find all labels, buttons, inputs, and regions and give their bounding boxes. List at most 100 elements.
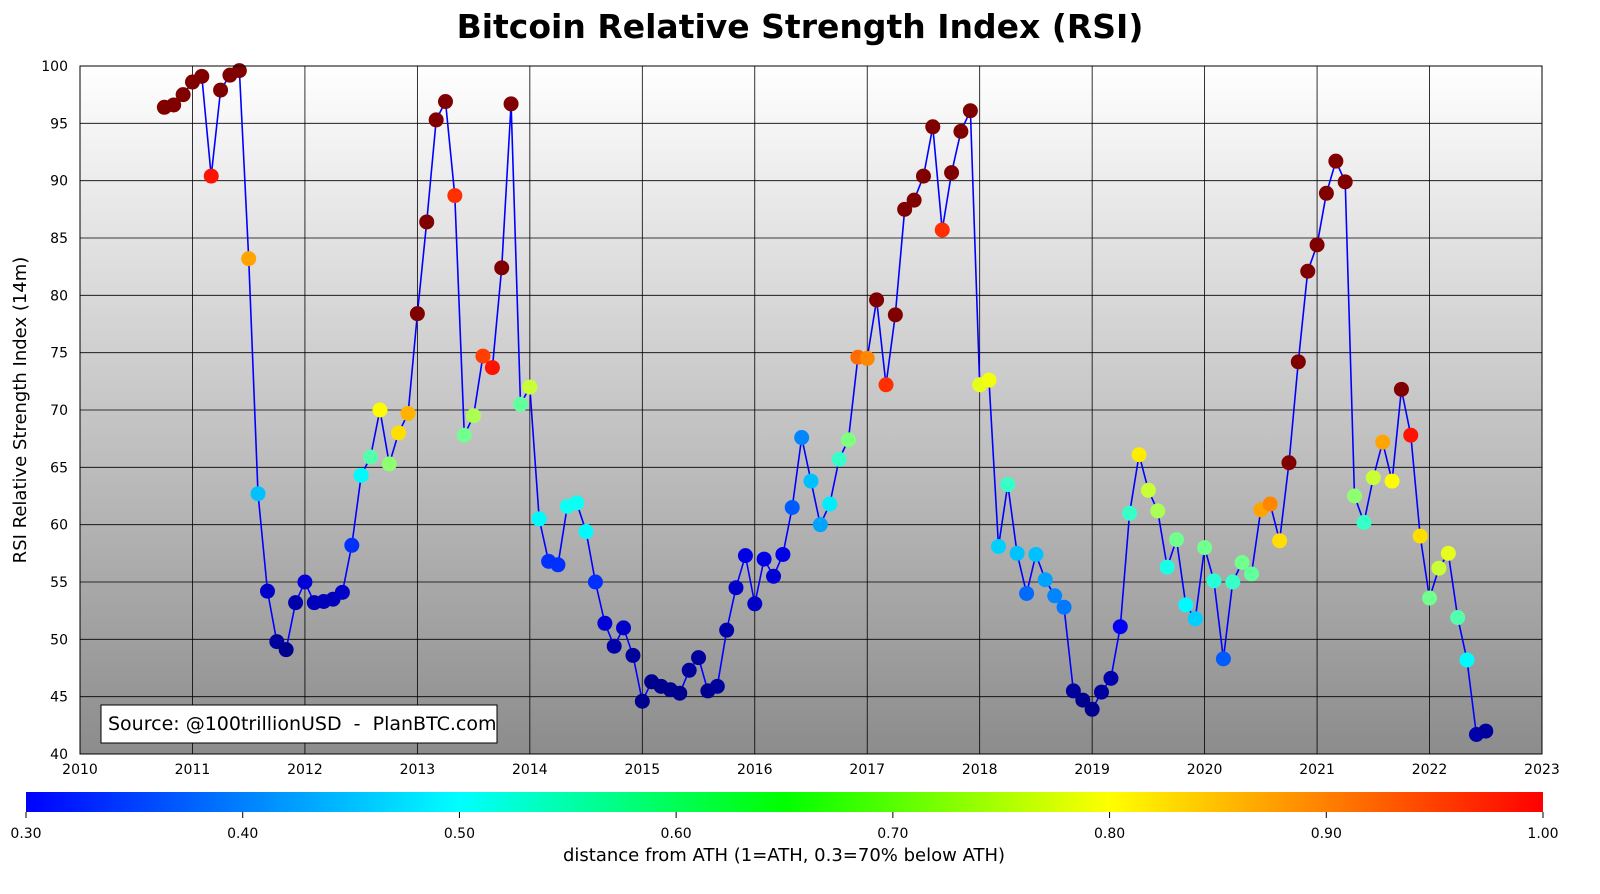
data-point [597, 615, 613, 631]
data-point [1328, 153, 1344, 169]
data-point [278, 642, 294, 658]
data-point [1337, 174, 1353, 190]
data-point [944, 165, 960, 181]
data-point [550, 557, 566, 573]
x-tick-label: 2020 [1187, 762, 1223, 778]
x-axis-ticks: 2010 2011 2012 2013 2014 2015 2016 2017 2018 2019… [62, 762, 1560, 778]
data-point [438, 94, 453, 110]
data-point [1037, 572, 1053, 588]
data-point [391, 425, 407, 441]
data-point [1403, 427, 1419, 443]
data-point [1393, 381, 1409, 397]
data-point [1028, 546, 1044, 562]
data-point [784, 499, 800, 515]
data-point [362, 449, 378, 465]
data-point [681, 662, 697, 678]
y-tick-label: 55 [50, 575, 68, 591]
data-point [231, 63, 247, 79]
data-point [1112, 619, 1128, 635]
data-point [803, 473, 819, 489]
y-axis-ticks: 40 45 50 55 60 65 70 75 80 85 90 95 100 [41, 59, 68, 763]
data-point [859, 350, 875, 366]
data-point [1459, 652, 1475, 668]
y-tick-label: 60 [50, 518, 68, 534]
data-point [1065, 683, 1081, 699]
data-point [175, 87, 191, 103]
data-point [288, 595, 304, 611]
data-point [1103, 670, 1119, 686]
data-point [747, 596, 763, 612]
data-point [719, 622, 735, 638]
data-point [906, 192, 922, 208]
data-point [981, 372, 997, 388]
data-point [672, 685, 688, 701]
source-annotation: Source: @100trillionUSD - PlanBTC.com [100, 704, 498, 744]
data-point [259, 583, 275, 599]
data-point [1215, 651, 1231, 667]
y-tick-label: 95 [50, 116, 68, 132]
data-point [334, 584, 350, 600]
x-tick-label: 2012 [287, 762, 323, 778]
data-point [869, 292, 885, 308]
data-point [344, 537, 360, 553]
data-point [1056, 599, 1072, 615]
data-point [1356, 514, 1372, 530]
y-tick-label: 65 [50, 460, 68, 476]
y-tick-label: 90 [50, 174, 68, 190]
data-point [1047, 588, 1063, 604]
data-point [1019, 585, 1035, 601]
data-point [1084, 701, 1100, 717]
y-tick-label: 85 [50, 231, 68, 247]
data-point [728, 580, 744, 596]
data-point [812, 517, 828, 533]
data-point [1244, 566, 1260, 582]
data-point [1440, 545, 1456, 561]
x-tick-label: 2016 [737, 762, 773, 778]
data-point [513, 396, 529, 412]
data-point [1169, 532, 1184, 548]
colorbar-tick-label: 0.30 [10, 826, 41, 842]
data-point [1150, 503, 1166, 519]
data-point [1375, 434, 1391, 450]
y-tick-label: 50 [50, 632, 68, 648]
data-point [372, 402, 388, 418]
x-tick-label: 2019 [1074, 762, 1110, 778]
colorbar-tick-label: 0.60 [661, 826, 692, 842]
colorbar-tick-label: 1.00 [1527, 826, 1558, 842]
data-point [887, 307, 903, 323]
x-tick-label: 2011 [175, 762, 211, 778]
colorbar [26, 792, 1543, 812]
colorbar-ticks: 0.30 0.40 0.50 0.60 0.70 0.80 0.90 1.00 [10, 812, 1559, 842]
data-point [494, 260, 510, 276]
data-point [1384, 473, 1400, 489]
colorbar-tick-label: 0.50 [444, 826, 475, 842]
data-point [1422, 590, 1438, 606]
data-point [381, 456, 397, 472]
y-tick-label: 100 [41, 59, 68, 75]
data-point [766, 568, 782, 584]
data-point [953, 123, 969, 139]
x-tick-label: 2018 [962, 762, 998, 778]
data-point [1234, 555, 1250, 571]
grid-lines [79, 65, 1543, 755]
x-tick-label: 2022 [1412, 762, 1448, 778]
data-point [934, 222, 950, 238]
data-point [447, 188, 463, 204]
x-tick-label: 2013 [400, 762, 436, 778]
x-tick-label: 2017 [849, 762, 885, 778]
data-point [625, 647, 641, 663]
data-point [1309, 237, 1325, 253]
data-point [587, 574, 603, 590]
data-point [794, 430, 810, 446]
data-point [250, 486, 266, 502]
data-point [1000, 477, 1016, 493]
data-point [194, 68, 210, 84]
x-tick-label: 2014 [512, 762, 548, 778]
colorbar-label: distance from ATH (1=ATH, 0.3=70% below … [563, 845, 1005, 866]
data-point [1187, 611, 1203, 627]
data-point [522, 379, 538, 395]
data-point [1225, 574, 1241, 590]
data-point [1122, 505, 1138, 521]
data-point [915, 168, 931, 184]
source-text: Source: @100trillionUSD - PlanBTC.com [108, 713, 496, 735]
